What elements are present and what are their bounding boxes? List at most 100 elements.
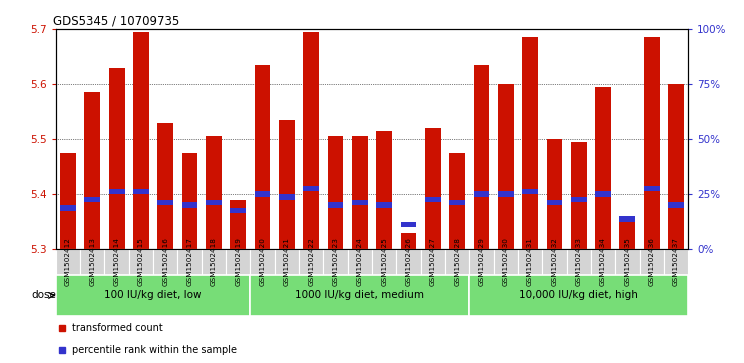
Bar (668, 203, 684, 208)
Text: dose: dose (31, 290, 56, 301)
Bar (304, 186, 319, 191)
Text: GSM1502412: GSM1502412 (65, 237, 71, 286)
FancyBboxPatch shape (202, 249, 226, 275)
Text: transformed count: transformed count (71, 323, 162, 333)
Bar (473, 65, 490, 249)
Text: GSM1502416: GSM1502416 (162, 237, 168, 286)
Bar (60, 205, 76, 211)
Bar (352, 200, 368, 205)
FancyBboxPatch shape (493, 249, 518, 275)
FancyBboxPatch shape (251, 275, 469, 316)
Bar (376, 203, 392, 208)
Bar (254, 191, 271, 197)
FancyBboxPatch shape (372, 249, 397, 275)
Text: 1000 IU/kg diet, medium: 1000 IU/kg diet, medium (295, 290, 424, 301)
FancyBboxPatch shape (567, 249, 591, 275)
Bar (279, 120, 295, 249)
FancyBboxPatch shape (56, 249, 80, 275)
FancyBboxPatch shape (640, 249, 664, 275)
Bar (157, 123, 173, 249)
Bar (182, 203, 197, 208)
Bar (620, 216, 635, 222)
Bar (133, 32, 149, 249)
FancyBboxPatch shape (615, 249, 640, 275)
FancyBboxPatch shape (397, 249, 420, 275)
Text: GSM1502419: GSM1502419 (235, 237, 241, 286)
Text: GSM1502420: GSM1502420 (260, 237, 266, 286)
Bar (231, 208, 246, 213)
Bar (668, 84, 684, 249)
Bar (304, 32, 319, 249)
Text: GDS5345 / 10709735: GDS5345 / 10709735 (53, 15, 179, 28)
Text: GSM1502429: GSM1502429 (478, 237, 484, 286)
FancyBboxPatch shape (469, 249, 493, 275)
FancyBboxPatch shape (251, 249, 275, 275)
Bar (157, 200, 173, 205)
Text: GSM1502418: GSM1502418 (211, 237, 217, 286)
Bar (400, 222, 417, 227)
Bar (425, 197, 440, 203)
FancyBboxPatch shape (275, 249, 299, 275)
Text: GSM1502426: GSM1502426 (405, 237, 411, 286)
FancyBboxPatch shape (226, 249, 251, 275)
Bar (571, 142, 587, 249)
Text: 10,000 IU/kg diet, high: 10,000 IU/kg diet, high (519, 290, 638, 301)
Text: GSM1502431: GSM1502431 (527, 237, 533, 286)
FancyBboxPatch shape (80, 249, 104, 275)
Text: GSM1502417: GSM1502417 (187, 237, 193, 286)
Bar (498, 191, 513, 197)
FancyBboxPatch shape (153, 249, 177, 275)
Bar (473, 191, 490, 197)
Text: GSM1502430: GSM1502430 (503, 237, 509, 286)
Bar (231, 200, 246, 249)
Bar (133, 189, 149, 194)
Text: GSM1502433: GSM1502433 (576, 237, 582, 286)
Bar (449, 200, 465, 205)
Bar (644, 186, 660, 191)
FancyBboxPatch shape (469, 275, 688, 316)
Bar (109, 189, 124, 194)
Text: GSM1502437: GSM1502437 (673, 237, 679, 286)
FancyBboxPatch shape (518, 249, 542, 275)
Bar (84, 92, 100, 249)
Bar (425, 128, 440, 249)
Text: GSM1502415: GSM1502415 (138, 237, 144, 286)
Bar (84, 197, 100, 203)
Bar (254, 65, 271, 249)
Bar (376, 131, 392, 249)
Bar (60, 153, 76, 249)
Text: GSM1502423: GSM1502423 (333, 237, 339, 286)
Bar (571, 197, 587, 203)
FancyBboxPatch shape (591, 249, 615, 275)
FancyBboxPatch shape (56, 275, 251, 316)
Bar (279, 194, 295, 200)
Bar (327, 203, 344, 208)
Bar (620, 222, 635, 249)
Text: GSM1502428: GSM1502428 (454, 237, 460, 286)
Text: GSM1502424: GSM1502424 (357, 237, 363, 286)
Bar (182, 153, 197, 249)
Text: 100 IU/kg diet, low: 100 IU/kg diet, low (104, 290, 202, 301)
Text: GSM1502425: GSM1502425 (381, 237, 387, 286)
Bar (522, 189, 538, 194)
Text: GSM1502435: GSM1502435 (624, 237, 630, 286)
Bar (109, 68, 124, 249)
FancyBboxPatch shape (299, 249, 324, 275)
Text: GSM1502432: GSM1502432 (551, 237, 557, 286)
Text: GSM1502434: GSM1502434 (600, 237, 606, 286)
Text: GSM1502421: GSM1502421 (284, 237, 290, 286)
FancyBboxPatch shape (177, 249, 202, 275)
Bar (547, 200, 562, 205)
Bar (644, 37, 660, 249)
FancyBboxPatch shape (420, 249, 445, 275)
FancyBboxPatch shape (104, 249, 129, 275)
Text: GSM1502422: GSM1502422 (308, 237, 314, 286)
FancyBboxPatch shape (347, 249, 372, 275)
Bar (547, 139, 562, 249)
FancyBboxPatch shape (129, 249, 153, 275)
Bar (400, 233, 417, 249)
Bar (449, 153, 465, 249)
Bar (595, 191, 611, 197)
Bar (206, 136, 222, 249)
Bar (327, 136, 344, 249)
